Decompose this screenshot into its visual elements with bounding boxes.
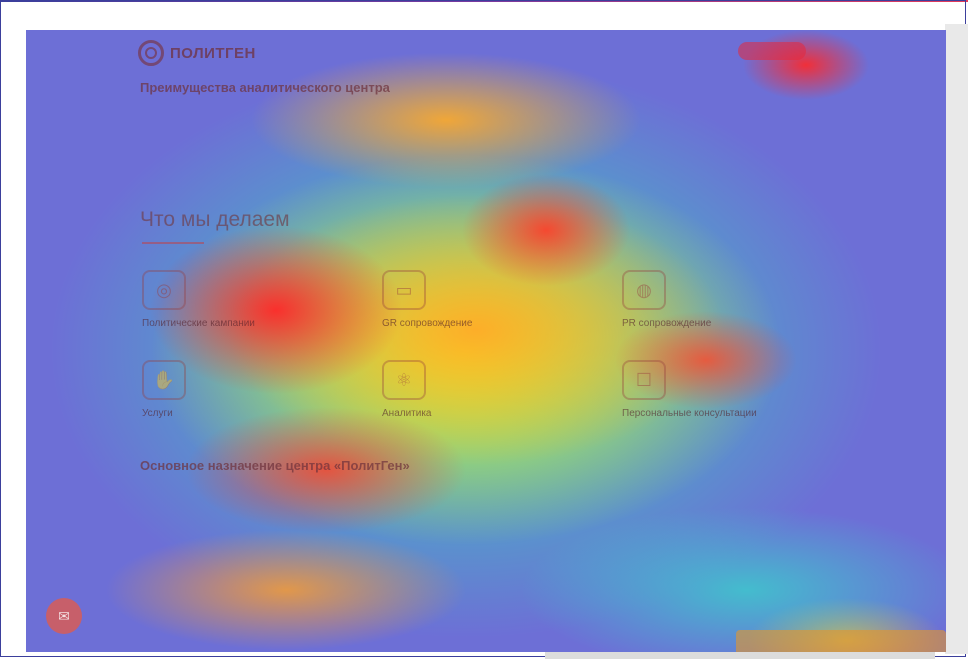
service-consultations[interactable]: ☐ Персональные консультации — [622, 360, 832, 419]
logo-icon — [138, 40, 164, 66]
page-content: ПОЛИТГЕН Преимущества аналитического цен… — [26, 30, 946, 652]
purpose-text — [138, 476, 838, 630]
main-navigation — [316, 46, 461, 56]
nav-item[interactable] — [430, 46, 433, 56]
heatmap-layer-secondary — [26, 30, 946, 652]
nav-cta-button[interactable] — [738, 42, 806, 60]
service-analytics[interactable]: ⚛ Аналитика — [382, 360, 592, 419]
site-logo[interactable]: ПОЛИТГЕН — [138, 40, 256, 66]
advantages-heading: Преимущества аналитического центра — [140, 80, 390, 95]
service-label: Аналитика — [382, 408, 432, 419]
bottom-callback-bar[interactable] — [736, 630, 946, 652]
service-label: GR сопровождение — [382, 318, 473, 329]
briefcase-icon: ▭ — [382, 270, 426, 310]
atom-icon: ⚛ — [382, 360, 426, 400]
purpose-heading: Основное назначение центра «ПолитГен» — [140, 458, 410, 473]
service-political-campaigns[interactable]: ◎ Политические кампании — [142, 270, 352, 329]
what-we-do-heading: Что мы делаем — [140, 208, 290, 231]
chat-icon: ☐ — [622, 360, 666, 400]
handshake-icon: ✋ — [142, 360, 186, 400]
advantages-text — [138, 98, 838, 197]
top-accent-line — [0, 0, 968, 2]
chat-widget-button[interactable]: ✉ — [46, 598, 82, 634]
chat-bubble-icon: ✉ — [58, 607, 70, 624]
target-icon: ◎ — [142, 270, 186, 310]
nav-item[interactable] — [316, 46, 319, 56]
service-other[interactable]: ✋ Услуги — [142, 360, 352, 419]
logo-text: ПОЛИТГЕН — [170, 44, 256, 62]
service-gr[interactable]: ▭ GR сопровождение — [382, 270, 592, 329]
right-background-strip — [945, 24, 968, 654]
service-label: PR сопровождение — [622, 318, 712, 329]
nav-item[interactable] — [373, 46, 376, 56]
service-pr[interactable]: ◍ PR сопровождение — [622, 270, 832, 329]
heading-underline — [142, 242, 204, 244]
nav-item[interactable] — [345, 46, 348, 56]
service-label: Услуги — [142, 408, 173, 419]
heatmap-screenshot: ПОЛИТГЕН Преимущества аналитического цен… — [26, 30, 946, 652]
satellite-icon: ◍ — [622, 270, 666, 310]
bottom-background-strip — [545, 650, 935, 659]
nav-item[interactable] — [402, 46, 405, 56]
service-label: Политические кампании — [142, 318, 255, 329]
nav-item[interactable] — [459, 46, 462, 56]
service-label: Персональные консультации — [622, 408, 757, 419]
